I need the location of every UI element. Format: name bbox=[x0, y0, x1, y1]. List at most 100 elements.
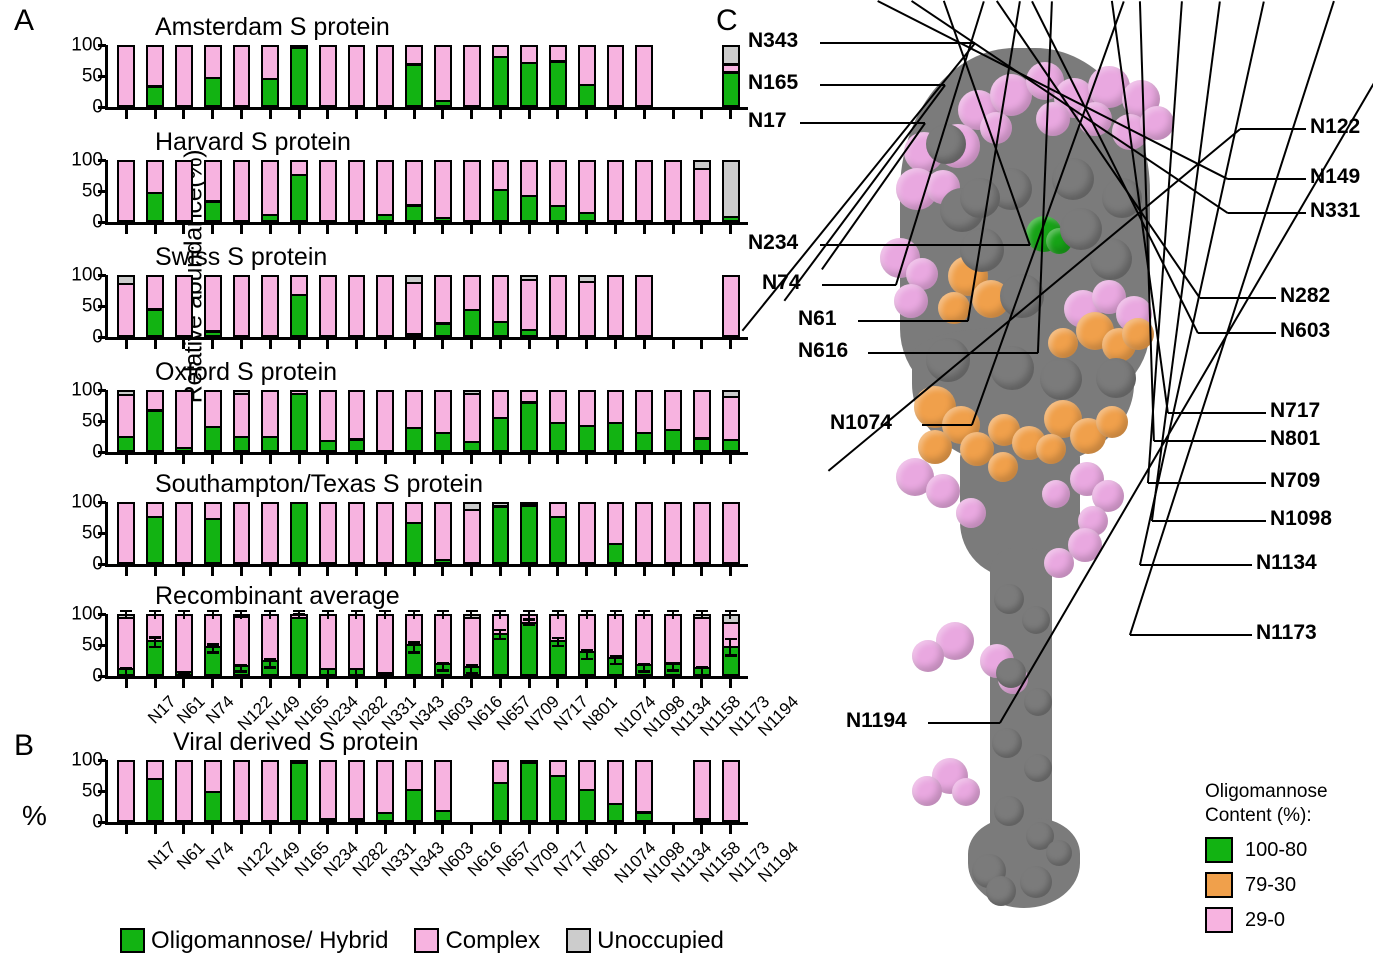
bar-segment-grey bbox=[723, 162, 738, 218]
bar-segment-pink bbox=[177, 162, 191, 220]
stacked-bar bbox=[664, 502, 682, 564]
x-tick bbox=[124, 225, 128, 234]
bar-segment-green bbox=[493, 56, 508, 105]
stacked-bar bbox=[692, 502, 711, 564]
stacked-bar bbox=[290, 160, 308, 222]
surface-lump bbox=[1022, 606, 1050, 634]
stacked-bar bbox=[433, 275, 452, 337]
stacked-bar bbox=[405, 390, 424, 452]
x-tick bbox=[441, 567, 445, 576]
bar-group bbox=[112, 160, 745, 222]
bar-segment-green bbox=[320, 440, 335, 450]
x-axis bbox=[105, 564, 748, 567]
bar-segment-pink bbox=[349, 47, 364, 105]
x-tick bbox=[124, 110, 128, 119]
pink-swatch bbox=[1205, 906, 1233, 933]
bar-segment-green bbox=[608, 657, 623, 674]
x-tick bbox=[642, 679, 646, 688]
x-tick bbox=[585, 225, 589, 234]
glycan-blob bbox=[1140, 106, 1174, 140]
error-bar-top-cap bbox=[695, 610, 708, 613]
error-bar-top-cap bbox=[206, 610, 219, 613]
segment-divider bbox=[522, 329, 537, 332]
x-axis bbox=[105, 337, 748, 340]
bar-segment-pink bbox=[723, 64, 738, 73]
bar-segment-pink bbox=[666, 162, 680, 220]
y-axis bbox=[105, 614, 115, 676]
bar-segment-green bbox=[694, 438, 709, 450]
bar-segment-green bbox=[292, 762, 306, 820]
bar-segment-green bbox=[205, 331, 220, 335]
bar-segment-pink bbox=[637, 392, 652, 434]
x-tick bbox=[326, 225, 330, 234]
bar-segment-pink bbox=[407, 47, 422, 65]
x-tick bbox=[412, 567, 416, 576]
grey-swatch bbox=[566, 928, 592, 953]
x-tick bbox=[355, 340, 359, 349]
error-bar-top bbox=[700, 610, 703, 619]
segment-divider bbox=[407, 788, 422, 791]
glycan-blob bbox=[912, 640, 944, 672]
y-tick bbox=[98, 273, 106, 277]
segment-divider bbox=[522, 195, 537, 198]
bar-segment-pink bbox=[378, 47, 393, 105]
bar-segment-pink bbox=[694, 392, 709, 439]
segment-divider bbox=[694, 167, 709, 171]
x-tick bbox=[297, 455, 301, 464]
x-tick bbox=[239, 340, 243, 349]
x-tick bbox=[441, 225, 445, 234]
segment-divider bbox=[723, 439, 738, 442]
panel-b-letter: B bbox=[14, 729, 35, 762]
x-tick bbox=[527, 340, 531, 349]
error-bar-cap bbox=[494, 628, 507, 632]
error-bar bbox=[355, 669, 358, 676]
segment-divider bbox=[435, 558, 450, 561]
stacked-bar bbox=[318, 160, 337, 222]
bar-segment-pink bbox=[435, 277, 450, 324]
segment-divider bbox=[148, 409, 163, 412]
bar-segment-green bbox=[407, 205, 422, 220]
y-tick bbox=[98, 189, 106, 193]
x-tick bbox=[182, 110, 186, 119]
bar-segment-green bbox=[493, 506, 508, 562]
stacked-bar bbox=[146, 390, 165, 452]
stacked-bar bbox=[635, 760, 654, 822]
glycan-label-n717: N717 bbox=[1270, 399, 1321, 422]
x-tick bbox=[268, 679, 272, 688]
stacked-bar bbox=[318, 390, 337, 452]
error-bar-cap bbox=[264, 658, 277, 661]
segment-divider bbox=[263, 77, 278, 81]
error-bar-top bbox=[211, 610, 214, 619]
leader-line bbox=[820, 84, 945, 87]
bar-segment-pink bbox=[148, 762, 163, 779]
bar-segment-pink bbox=[320, 504, 335, 562]
bar-segment-green bbox=[522, 622, 537, 674]
leader-line bbox=[1130, 634, 1252, 637]
segment-divider bbox=[637, 432, 652, 435]
stacked-bar bbox=[376, 614, 395, 676]
leader-line bbox=[820, 42, 975, 45]
x-tick bbox=[355, 225, 359, 234]
bar-segment-pink bbox=[435, 616, 450, 665]
error-bar-cap bbox=[667, 669, 680, 672]
bar-segment-pink bbox=[407, 504, 422, 524]
bar-segment-pink bbox=[551, 762, 565, 776]
bar-segment-pink bbox=[551, 47, 565, 62]
error-bar-cap bbox=[580, 658, 593, 661]
y-tick bbox=[98, 789, 106, 793]
segment-divider bbox=[493, 188, 508, 191]
bar-segment-green bbox=[205, 647, 220, 674]
x-tick bbox=[470, 225, 474, 234]
x-tick bbox=[470, 567, 474, 576]
bar-segment-pink bbox=[320, 762, 335, 819]
stacked-bar bbox=[175, 45, 193, 107]
glycan-label-n801: N801 bbox=[1270, 427, 1321, 450]
x-tick bbox=[642, 225, 646, 234]
error-bar-cap bbox=[177, 674, 190, 678]
stacked-bar bbox=[577, 390, 596, 452]
bar-segment-pink bbox=[378, 277, 393, 335]
y-axis bbox=[105, 275, 115, 337]
bar-segment-pink bbox=[435, 162, 450, 218]
stacked-bar bbox=[232, 45, 251, 107]
stacked-bar bbox=[721, 45, 740, 107]
